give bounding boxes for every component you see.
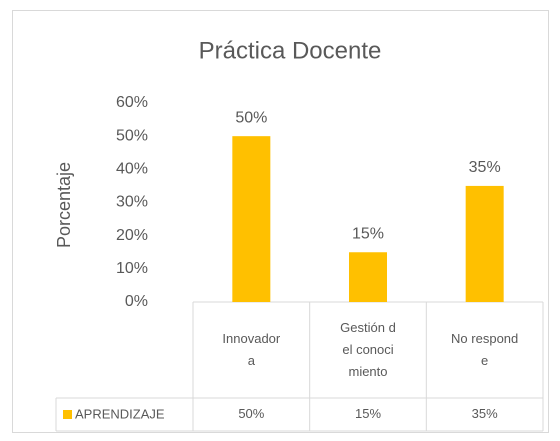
y-tick-label: 10% [116, 260, 148, 277]
chart-title: Práctica Docente [199, 37, 382, 64]
y-axis-label: Porcentaje [54, 162, 74, 248]
y-tick-label: 20% [116, 227, 148, 244]
table-value: 50% [238, 406, 264, 421]
legend-label: APRENDIZAJE [75, 406, 165, 421]
y-tick-label: 40% [116, 161, 148, 178]
bar [232, 136, 271, 302]
legend-key [63, 410, 72, 419]
y-tick-label: 30% [116, 194, 148, 211]
x-tick-label: Gestión del conocimiento [340, 320, 396, 379]
bar [465, 185, 504, 302]
chart-border [12, 10, 549, 433]
x-tick-label: No responde [451, 331, 519, 368]
y-tick-label: 0% [125, 293, 148, 310]
table-value: 15% [355, 406, 381, 421]
table-value: 35% [472, 406, 498, 421]
data-label: 35% [469, 159, 501, 176]
data-label: 50% [235, 109, 267, 126]
x-tick-label: Innovadora [222, 331, 281, 368]
y-tick-label: 50% [116, 127, 148, 144]
bar [349, 252, 387, 302]
y-tick-label: 60% [116, 94, 148, 111]
data-label: 15% [352, 225, 384, 242]
